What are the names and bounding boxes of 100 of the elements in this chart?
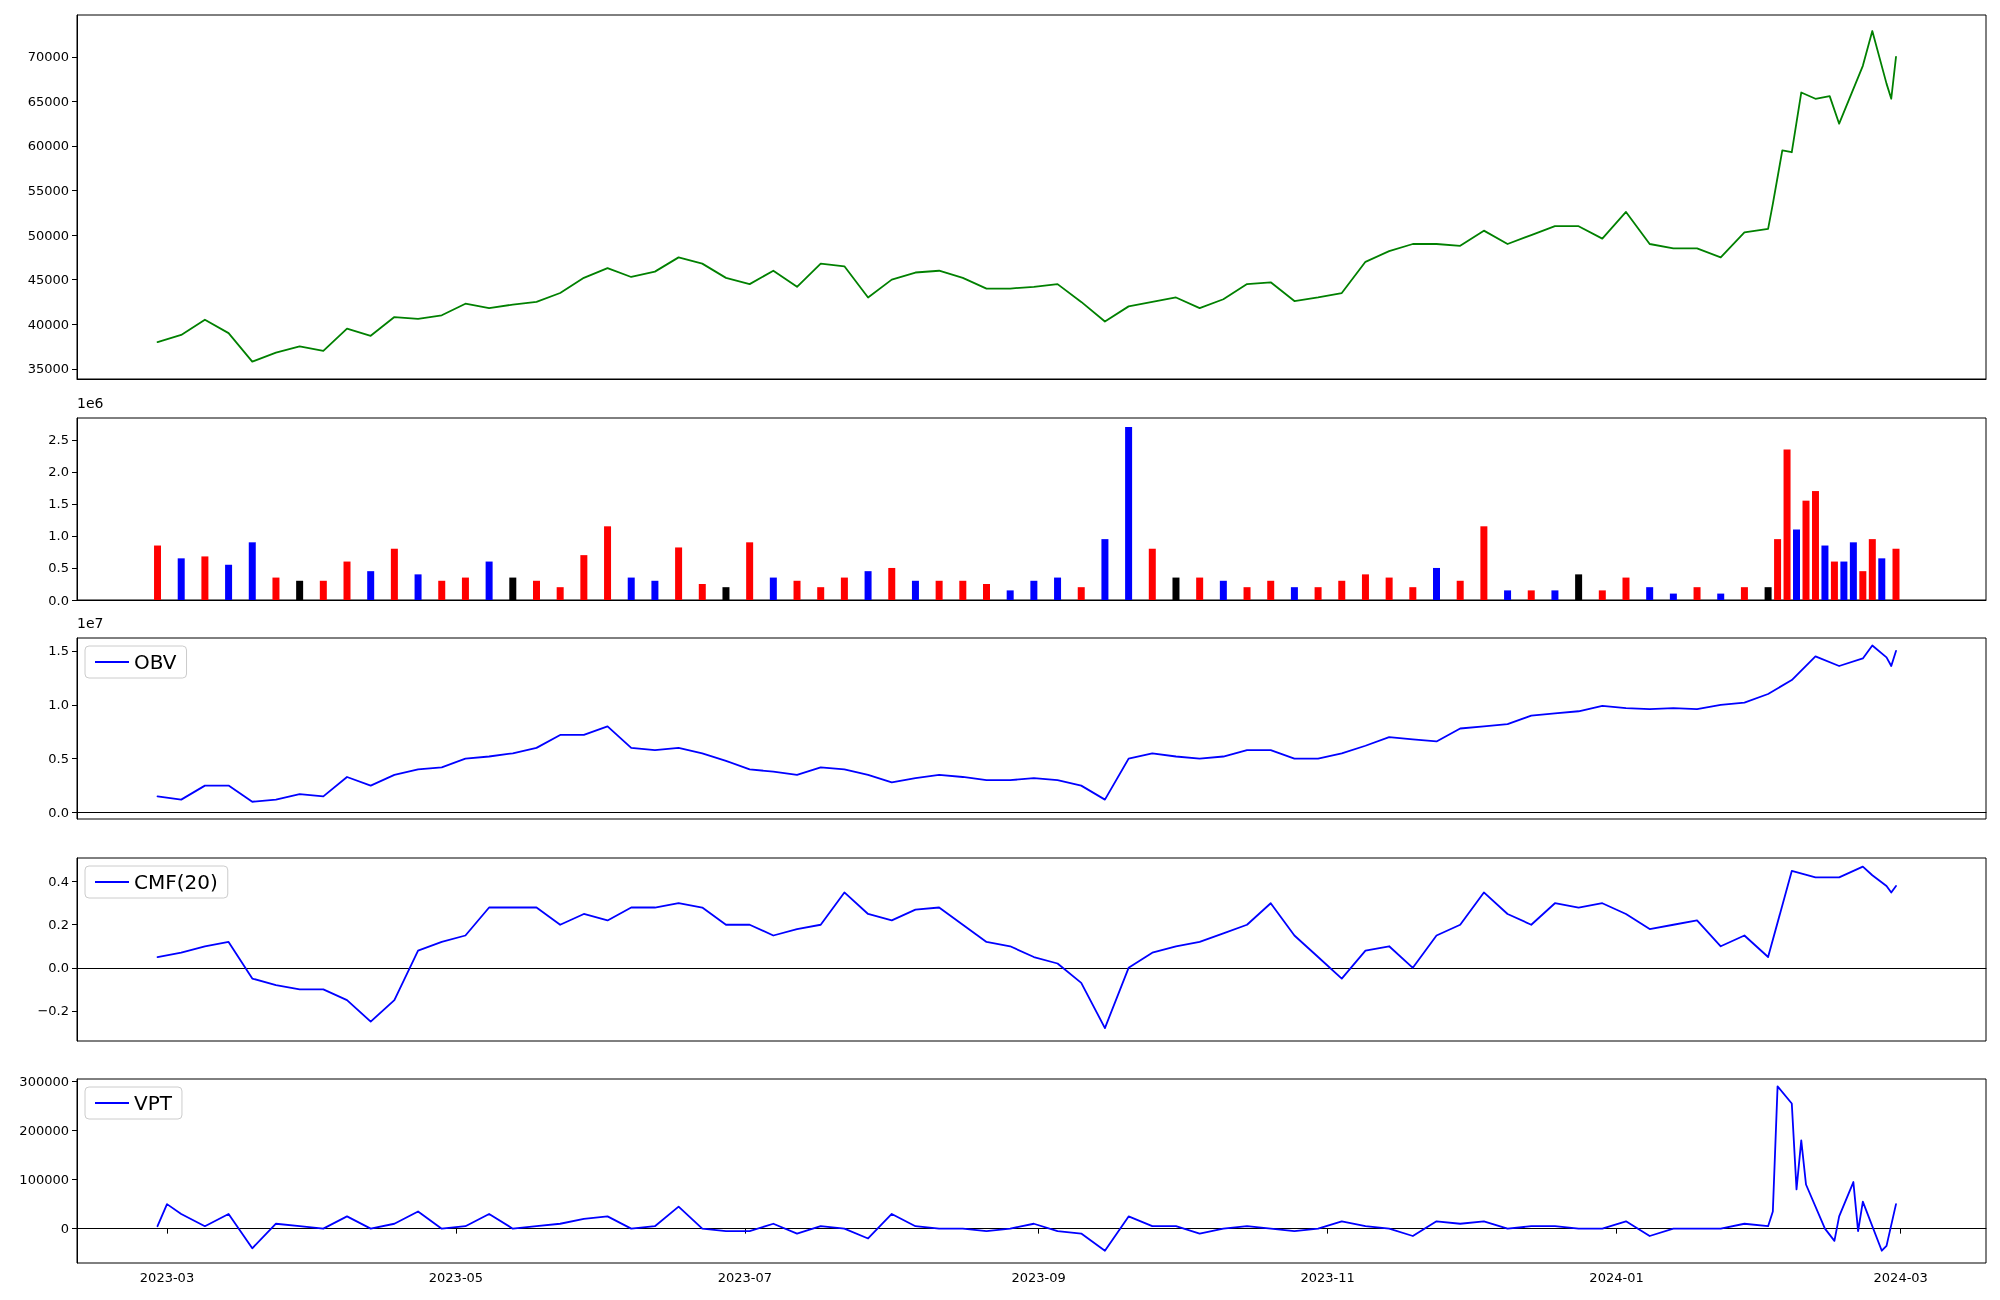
text: 1e6	[77, 395, 104, 411]
y-tick-label: 70000	[27, 49, 69, 65]
bar	[911, 580, 919, 600]
line-series	[156, 30, 1897, 363]
bar	[1361, 574, 1369, 600]
bar	[959, 580, 967, 600]
bar	[840, 577, 848, 600]
bar	[1646, 587, 1654, 600]
bar	[485, 561, 493, 600]
y-tick-label: 60000	[27, 138, 69, 154]
bar	[1717, 593, 1725, 600]
bar	[1125, 426, 1133, 600]
y-tick-label: 35000	[27, 361, 69, 377]
bar	[225, 564, 233, 600]
bar	[1148, 548, 1156, 600]
y-tick-label: 0	[60, 1221, 69, 1237]
bar	[864, 571, 872, 600]
y-tick-label: 1.5	[48, 496, 69, 512]
y-tick-label: 200000	[19, 1123, 69, 1139]
y-tick-label: 100000	[19, 1172, 69, 1188]
bar	[1480, 526, 1488, 600]
y-tick-label: 1.5	[48, 643, 69, 659]
y-tick-label: 0.0	[48, 960, 69, 976]
x-tick-label: 2024-03	[1873, 1270, 1928, 1285]
y-tick-label: −0.2	[37, 1003, 69, 1019]
y-tick-label: 2.0	[48, 464, 69, 480]
x-tick-label: 2023-03	[139, 1270, 195, 1285]
bar	[367, 571, 375, 600]
legend-label: CMF(20)	[134, 870, 218, 894]
bar	[1830, 561, 1838, 600]
y-tick-label: 40000	[27, 316, 69, 332]
bar	[343, 561, 351, 600]
y-tick-label: 1.0	[48, 697, 69, 713]
bar	[1290, 587, 1298, 600]
y-tick-label: 55000	[27, 183, 69, 199]
bar	[1527, 590, 1535, 600]
bar	[1793, 529, 1801, 600]
y-tick-label: 0.5	[48, 751, 69, 767]
text: 1e7	[77, 615, 104, 631]
bar	[1811, 491, 1819, 600]
legend-label: VPT	[134, 1091, 173, 1115]
bar	[1622, 577, 1630, 600]
bar	[1693, 587, 1701, 600]
bar	[1840, 561, 1848, 600]
bar	[1077, 587, 1085, 600]
bar	[1030, 580, 1038, 600]
y-tick-label: 65000	[27, 93, 69, 109]
y-tick-label: 0.4	[48, 874, 69, 890]
bar	[1551, 590, 1559, 600]
bar	[1006, 590, 1014, 600]
x-tick-label: 2023-11	[1300, 1270, 1355, 1285]
bar	[1859, 571, 1867, 600]
bar	[1504, 590, 1512, 600]
bar	[604, 526, 612, 600]
bar	[1219, 580, 1227, 600]
bar	[1669, 593, 1677, 600]
y-tick-label: 0.5	[48, 560, 69, 576]
bar	[1821, 545, 1829, 600]
y-tick-label: 50000	[27, 227, 69, 243]
bar	[1338, 580, 1346, 600]
bar	[1774, 539, 1782, 600]
bar	[888, 567, 896, 600]
bar	[1878, 558, 1886, 600]
bar	[390, 548, 398, 600]
bar	[1892, 548, 1900, 600]
bar	[1385, 577, 1393, 600]
bar	[438, 580, 446, 600]
x-tick-label: 2023-05	[428, 1270, 484, 1285]
bar	[1783, 449, 1791, 600]
bar	[983, 583, 990, 600]
bar	[580, 555, 588, 600]
y-tick-label: 0.0	[48, 592, 69, 608]
y-tick-label: 1.0	[48, 528, 69, 544]
bar	[1243, 587, 1251, 600]
bar	[698, 583, 706, 600]
bar	[1433, 567, 1441, 600]
bar	[1409, 587, 1417, 600]
bar	[1101, 539, 1109, 600]
x-tick-label: 2023-07	[717, 1270, 773, 1285]
bar	[532, 580, 540, 600]
bar	[461, 577, 469, 600]
legend-label: OBV	[134, 650, 177, 674]
bar	[248, 542, 256, 600]
bar	[319, 580, 327, 600]
bar	[1196, 577, 1204, 600]
bar	[556, 587, 564, 600]
bar	[201, 556, 209, 600]
y-tick-label: 300000	[19, 1073, 69, 1089]
bar	[1598, 590, 1606, 600]
y-tick-label: 0.2	[48, 917, 69, 933]
bar	[1267, 580, 1275, 600]
bar	[272, 577, 280, 600]
bar	[1314, 587, 1322, 600]
bar	[177, 558, 185, 600]
bar	[675, 547, 683, 600]
bar	[1802, 500, 1810, 600]
y-tick-label: 45000	[27, 272, 69, 288]
bar	[1740, 587, 1748, 600]
bar	[1868, 539, 1876, 600]
y-tick-label: 2.5	[48, 432, 69, 448]
